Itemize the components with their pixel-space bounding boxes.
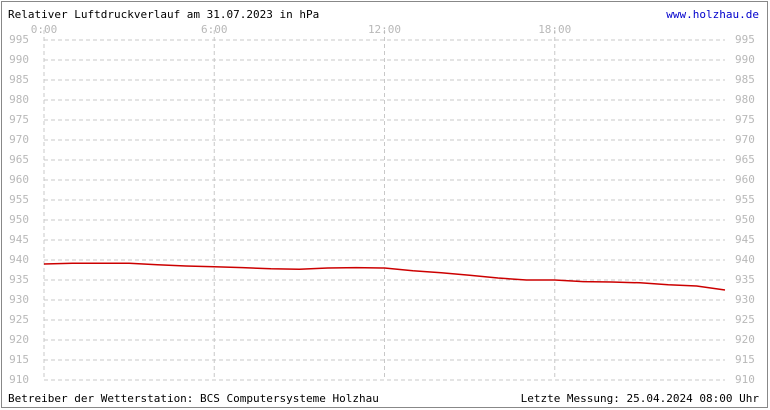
y-tick-label-right: 960 bbox=[735, 173, 755, 186]
y-tick-label-right: 920 bbox=[735, 333, 755, 346]
y-tick-label-right: 980 bbox=[735, 93, 755, 106]
data-line bbox=[43, 262, 726, 291]
y-tick-label: 915 bbox=[9, 353, 29, 366]
x-tick-label: 6:00 bbox=[201, 23, 228, 36]
y-tick-label: 985 bbox=[9, 73, 29, 86]
y-tick-label: 995 bbox=[9, 33, 29, 46]
y-tick-label-right: 970 bbox=[735, 133, 755, 146]
x-tick-label: 12:00 bbox=[368, 23, 401, 36]
y-tick-label: 925 bbox=[9, 313, 29, 326]
y-tick-label: 950 bbox=[9, 213, 29, 226]
footer-right: Letzte Messung: 25.04.2024 08:00 Uhr bbox=[521, 392, 760, 405]
y-tick-label-right: 930 bbox=[735, 293, 755, 306]
footer-left: Betreiber der Wetterstation: BCS Compute… bbox=[8, 392, 379, 405]
y-tick-label: 980 bbox=[9, 93, 29, 106]
y-tick-label: 935 bbox=[9, 273, 29, 286]
y-tick-label-right: 975 bbox=[735, 113, 755, 126]
y-tick-label-right: 995 bbox=[735, 33, 755, 46]
y-tick-label-right: 915 bbox=[735, 353, 755, 366]
y-tick-label-right: 940 bbox=[735, 253, 755, 266]
y-tick-label: 975 bbox=[9, 113, 29, 126]
y-tick-label: 955 bbox=[9, 193, 29, 206]
y-tick-label-right: 925 bbox=[735, 313, 755, 326]
y-tick-label: 945 bbox=[9, 233, 29, 246]
y-tick-label-right: 985 bbox=[735, 73, 755, 86]
x-tick-label: 0:00 bbox=[31, 23, 58, 36]
y-tick-label-right: 955 bbox=[735, 193, 755, 206]
y-tick-label: 930 bbox=[9, 293, 29, 306]
link[interactable]: www.holzhau.de bbox=[666, 8, 759, 21]
y-tick-label-right: 945 bbox=[735, 233, 755, 246]
y-tick-label-right: 935 bbox=[735, 273, 755, 286]
y-tick-label: 965 bbox=[9, 153, 29, 166]
y-tick-label-right: 990 bbox=[735, 53, 755, 66]
y-tick-label-right: 950 bbox=[735, 213, 755, 226]
y-tick-label-right: 910 bbox=[735, 373, 755, 386]
y-tick-label: 970 bbox=[9, 133, 29, 146]
y-tick-label: 910 bbox=[9, 373, 29, 386]
y-tick-label-right: 965 bbox=[735, 153, 755, 166]
y-tick-label: 990 bbox=[9, 53, 29, 66]
chart-title: Relativer Luftdruckverlauf am 31.07.2023… bbox=[8, 8, 319, 21]
y-tick-label: 920 bbox=[9, 333, 29, 346]
x-tick-label: 18:00 bbox=[538, 23, 571, 36]
y-tick-label: 940 bbox=[9, 253, 29, 266]
y-tick-label: 960 bbox=[9, 173, 29, 186]
